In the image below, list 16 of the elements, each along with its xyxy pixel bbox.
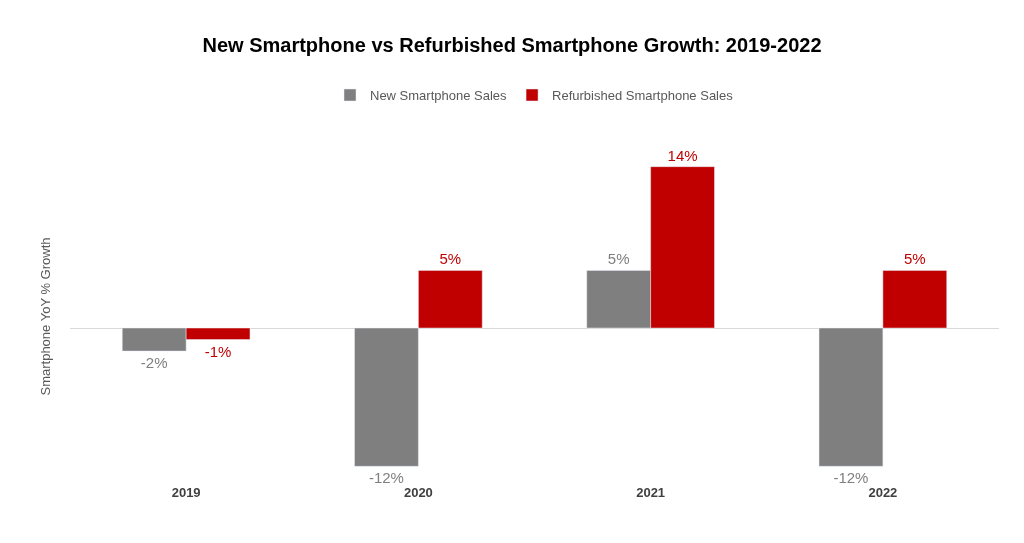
legend-label: Refurbished Smartphone Sales	[552, 88, 734, 104]
data-label: 14%	[667, 146, 698, 164]
data-label: -1%	[204, 342, 232, 360]
data-label: 5%	[439, 250, 462, 268]
y-axis-title: Smartphone YoY % Growth	[37, 237, 53, 396]
data-label: -2%	[140, 354, 168, 372]
chart-title: New Smartphone vs Refurbished Smartphone Growth: 2019-2022	[202, 34, 822, 57]
x-tick-label: 2019	[171, 485, 201, 500]
x-tick-label: 2022	[868, 485, 898, 500]
data-label: 5%	[903, 250, 926, 268]
data-label: 5%	[607, 250, 630, 268]
data-label: -12%	[368, 469, 404, 487]
legend-label: New Smartphone Sales	[370, 88, 508, 104]
x-tick-label: 2021	[636, 485, 666, 500]
x-tick-label: 2020	[403, 485, 433, 500]
data-label: -12%	[833, 469, 869, 487]
